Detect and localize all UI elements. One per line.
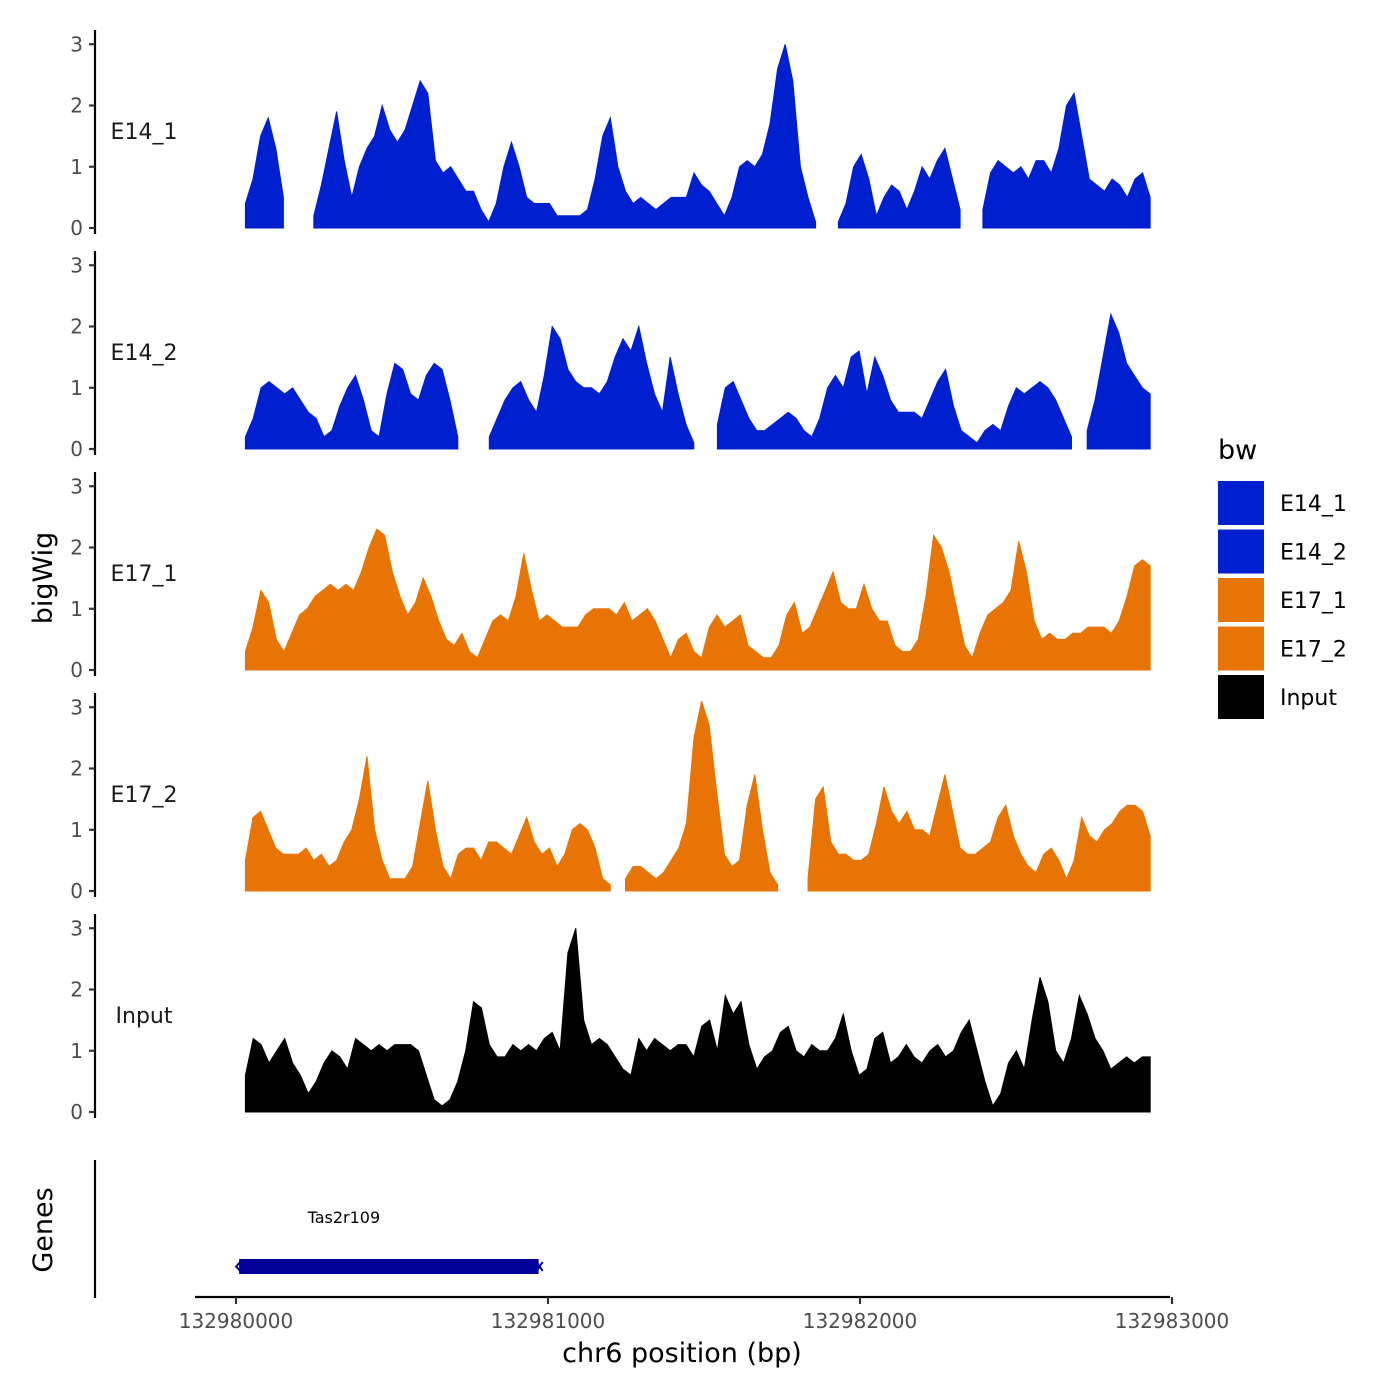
coverage-area	[807, 774, 1151, 892]
track-label: E14_2	[111, 341, 178, 366]
track-E14_1: 0 1 2 3 E14_1	[70, 30, 1151, 240]
coverage-area	[244, 756, 611, 892]
y-tick-label: 2	[70, 94, 83, 118]
y-tick-label: 0	[70, 216, 83, 240]
gene-Tas2r109: Tas2r109	[234, 1208, 544, 1274]
y-tick-label: 3	[70, 916, 83, 940]
y-tick-label: 2	[70, 536, 83, 560]
coverage-area	[244, 362, 459, 450]
legend-title: bw	[1218, 435, 1257, 466]
track-E17_1: 0 1 2 3 E17_1	[70, 472, 1151, 682]
coverage-area	[982, 91, 1151, 229]
y-tick-label: 1	[70, 597, 83, 621]
y-axis-title: bigWig	[28, 532, 59, 625]
legend-swatch	[1218, 481, 1264, 525]
gene-panel: Tas2r109	[93, 1160, 544, 1298]
legend-label: E17_1	[1280, 589, 1347, 614]
track-label: E17_2	[111, 783, 178, 808]
legend-swatch	[1218, 578, 1264, 622]
legend-label: Input	[1280, 686, 1337, 711]
y-tick-label: 2	[70, 757, 83, 781]
genes-axis-title: Genes	[28, 1187, 59, 1272]
x-tick-label: 132983000	[1115, 1309, 1230, 1333]
coverage-area	[244, 928, 1151, 1113]
legend-label: E17_2	[1280, 638, 1347, 663]
coverage-area	[313, 44, 817, 229]
y-tick-label: 3	[70, 474, 83, 498]
y-tick-label: 0	[70, 879, 83, 903]
coverage-area	[625, 700, 779, 892]
coverage-area	[837, 147, 961, 229]
y-tick-label: 0	[70, 437, 83, 461]
gene-end-marker	[535, 1261, 544, 1272]
y-tick-label: 3	[70, 32, 83, 56]
y-tick-label: 1	[70, 818, 83, 842]
x-tick-label: 132982000	[803, 1309, 918, 1333]
y-tick-label: 1	[70, 155, 83, 179]
track-label: E14_1	[111, 120, 178, 145]
track-label: E17_1	[111, 562, 178, 587]
coverage-area	[244, 116, 284, 229]
legend: bw E14_1 E14_2 E17_1 E17_2 Input	[1218, 435, 1347, 719]
legend-label: E14_2	[1280, 541, 1347, 566]
track-E17_2: 0 1 2 3 E17_2	[70, 693, 1151, 903]
track-Input: 0 1 2 3 Input	[70, 914, 1151, 1124]
y-tick-label: 2	[70, 315, 83, 339]
track-E14_2: 0 1 2 3 E14_2	[70, 251, 1151, 461]
legend-swatch	[1218, 675, 1264, 719]
y-tick-label: 2	[70, 978, 83, 1002]
legend-swatch	[1218, 626, 1264, 671]
y-tick-label: 1	[70, 1039, 83, 1063]
coverage-area	[244, 528, 1151, 671]
y-tick-label: 3	[70, 253, 83, 277]
x-axis-title: chr6 position (bp)	[562, 1338, 802, 1369]
coverage-area	[488, 324, 695, 450]
gene-label: Tas2r109	[307, 1208, 381, 1227]
x-axis: 132980000 132981000 132982000 132983000	[179, 1295, 1230, 1333]
y-tick-label: 0	[70, 658, 83, 682]
y-tick-label: 1	[70, 376, 83, 400]
legend-label: E14_1	[1280, 492, 1347, 517]
y-tick-label: 0	[70, 1100, 83, 1124]
coverage-area	[1086, 312, 1151, 450]
x-tick-label: 132980000	[179, 1309, 294, 1333]
x-tick-label: 132981000	[491, 1309, 606, 1333]
track-panels: 0 1 2 3 E14_1 0 1 2 3 E14_2 0 1 2 3 E17_1 0 1 2 3 E17_2 0 1 2 3…	[70, 30, 1151, 1124]
gene-body	[239, 1259, 539, 1274]
coverage-area	[716, 350, 1072, 450]
gene-strand-marker	[234, 1261, 241, 1272]
legend-swatch	[1218, 529, 1264, 574]
y-tick-label: 3	[70, 695, 83, 719]
track-label: Input	[116, 1004, 173, 1029]
